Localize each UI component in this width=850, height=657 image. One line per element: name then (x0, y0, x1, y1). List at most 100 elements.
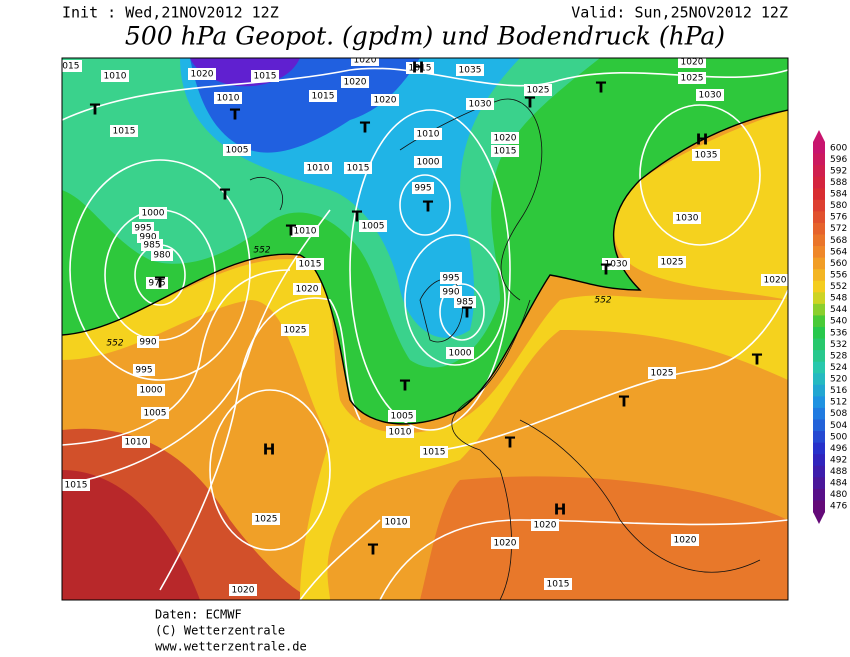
label-background (110, 125, 138, 137)
legend-swatch (813, 222, 825, 235)
legend-swatch (813, 477, 825, 490)
label-background (229, 584, 257, 596)
label-background (671, 534, 699, 546)
label-background (420, 446, 448, 458)
legend-swatch (813, 303, 825, 316)
pressure-system: T (752, 351, 763, 369)
legend-swatch (813, 280, 825, 293)
pressure-system: T (286, 222, 297, 240)
isobar-label: 1000 (142, 209, 165, 219)
pressure-system: T (525, 94, 536, 112)
label-background (101, 70, 129, 82)
label-background (678, 58, 706, 68)
label-background (440, 286, 462, 298)
legend-label: 584 (830, 190, 847, 200)
isobar-label: 1020 (494, 539, 517, 549)
label-background (531, 519, 559, 531)
isobars (62, 67, 788, 600)
legend-swatch (813, 373, 825, 386)
legend-swatch (813, 384, 825, 397)
label-background (62, 479, 90, 491)
label-background (673, 212, 701, 224)
isobar-label: 1010 (125, 438, 148, 448)
legend-label: 536 (830, 328, 847, 338)
label-background (386, 426, 414, 438)
label-background (414, 156, 442, 168)
pressure-system: T (505, 434, 516, 452)
legend-swatch (813, 396, 825, 409)
coastline (519, 419, 761, 573)
isobar-label: 1015 (312, 92, 335, 102)
label-background (648, 367, 676, 379)
label-background (252, 513, 280, 525)
isobar-label: 1020 (344, 78, 367, 88)
isobar-label: 1030 (676, 214, 699, 224)
isobar-label: 1020 (296, 285, 319, 295)
footer-line: Daten: ECMWF (155, 608, 242, 622)
legend-label: 524 (830, 363, 847, 373)
legend-label: 592 (830, 166, 847, 176)
label-background (133, 364, 155, 376)
label-background (761, 274, 788, 286)
legend-label: 488 (830, 467, 847, 477)
label-background (524, 84, 552, 96)
label-background (62, 60, 82, 72)
label-background (446, 347, 474, 359)
pressure-system: T (619, 393, 630, 411)
label-background (658, 256, 686, 268)
label-background (491, 132, 519, 144)
isobar-label: 1030 (699, 91, 722, 101)
isobar-label: 1035 (695, 151, 718, 161)
legend-swatch (813, 454, 825, 467)
legend-swatch (813, 338, 825, 351)
pressure-system: H (696, 131, 709, 149)
legend-swatch (813, 465, 825, 478)
isobar-label: 1030 (605, 260, 628, 270)
isobar (349, 109, 511, 431)
legend-swatch (813, 327, 825, 340)
isobar-label: 1030 (469, 100, 492, 110)
legend-label: 476 (830, 502, 847, 512)
isobar-label: 995 (442, 274, 459, 284)
legend-label: 544 (830, 305, 847, 315)
isobar-label: 1020 (681, 58, 704, 68)
legend-swatch (813, 350, 825, 363)
pressure-system: T (423, 198, 434, 216)
coastline (451, 299, 531, 600)
label-background (544, 578, 572, 590)
legend-cap (813, 130, 825, 142)
label-background (440, 272, 462, 284)
legend-label: 564 (830, 247, 847, 257)
label-background (344, 162, 372, 174)
isobar (299, 519, 381, 600)
isobar-label: 990 (139, 338, 156, 348)
label-background (388, 410, 416, 422)
legend-label: 512 (830, 398, 847, 408)
legend-swatch (813, 165, 825, 178)
isobar-label: 1025 (255, 515, 278, 525)
label-background (188, 68, 216, 80)
legend-swatch (813, 500, 825, 513)
isobar-label: 990 (139, 233, 156, 243)
legend-swatch (813, 211, 825, 224)
label-background (491, 145, 519, 157)
legend-swatch (813, 269, 825, 282)
label-background (454, 296, 476, 308)
pressure-system: T (220, 186, 231, 204)
legend-label: 560 (830, 259, 847, 269)
legend-swatch (813, 361, 825, 374)
label-background (359, 220, 387, 232)
pressure-system: T (352, 208, 363, 226)
legend-label: 548 (830, 294, 847, 304)
pressure-system: T (360, 119, 371, 137)
isobar-label: 1005 (144, 409, 167, 419)
label-background (696, 89, 724, 101)
isobar (62, 67, 788, 121)
isobar (379, 519, 788, 600)
isobar-label: 1015 (547, 580, 570, 590)
isobar-label: 1010 (389, 428, 412, 438)
pressure-system: T (90, 101, 101, 119)
isobar (159, 297, 361, 591)
label-background (602, 258, 630, 270)
